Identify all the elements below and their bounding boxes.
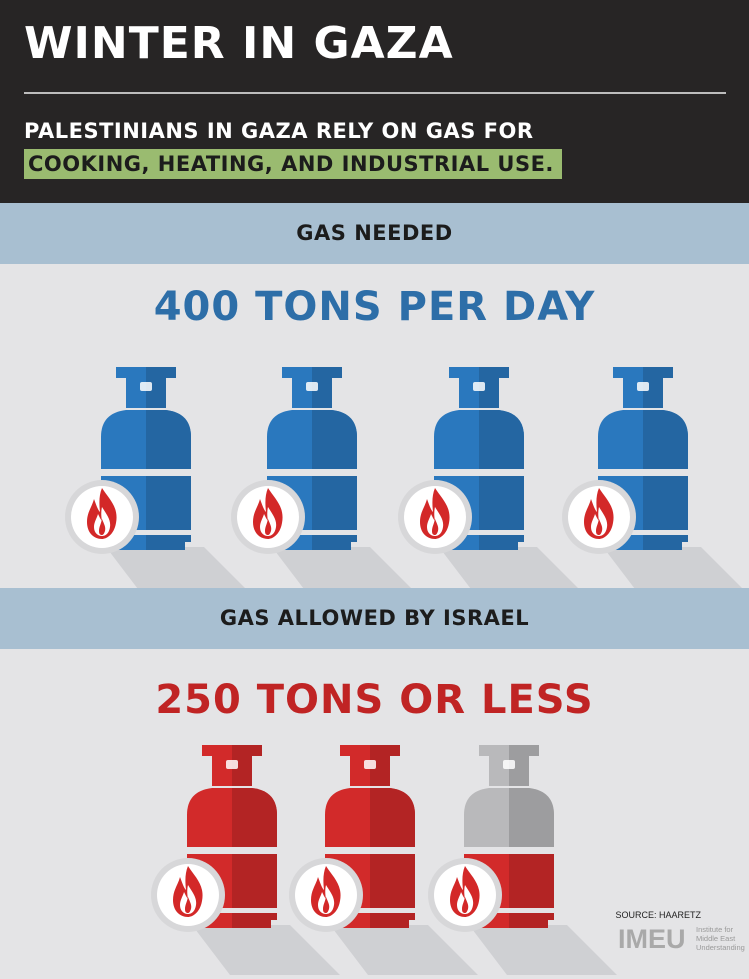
needed-cylinder-blue (561, 367, 749, 601)
source-credit: SOURCE: HAARETZ (615, 910, 701, 920)
needed-cylinder-blue (230, 367, 420, 601)
gas-cylinder-icon (231, 367, 420, 597)
gas-allowed-band: GAS ALLOWED BY ISRAEL (0, 588, 749, 649)
logo-tagline-line: Understanding (696, 943, 745, 952)
gas-needed-band: GAS NEEDED (0, 203, 749, 264)
logo-tagline-line: Middle East (696, 934, 736, 943)
gas-needed-amount: 400 TONS PER DAY (153, 284, 596, 330)
subtitle-line-1: PALESTINIANS IN GAZA RELY ON GAS FOR (24, 119, 534, 143)
allowed-cylinder-red (288, 745, 478, 979)
title-divider (24, 92, 726, 94)
logo-tagline-line: Institute for (696, 925, 734, 934)
header: WINTER IN GAZA PALESTINIANS IN GAZA RELY… (0, 0, 749, 203)
needed-cylinder-blue (397, 367, 587, 601)
gas-cylinder-icon (289, 745, 478, 975)
page-title: WINTER IN GAZA (24, 18, 454, 69)
gas-cylinder-icon (398, 367, 587, 597)
gas-allowed-amount: 250 TONS OR LESS (155, 677, 594, 723)
allowed-cylinder-gray-partial (427, 745, 617, 979)
logo-wordmark: IMEU (618, 924, 686, 954)
imeu-logo: IMEU Institute for Middle East Understan… (618, 922, 746, 956)
needed-cylinder-blue (64, 367, 254, 601)
subtitle-highlight: COOKING, HEATING, AND INDUSTRIAL USE. (24, 149, 562, 179)
logo-tagline: Institute for Middle East Understanding (696, 925, 746, 952)
gas-cylinder-icon (65, 367, 254, 597)
gas-cylinder-icon (428, 745, 617, 975)
gas-cylinder-icon (562, 367, 749, 597)
